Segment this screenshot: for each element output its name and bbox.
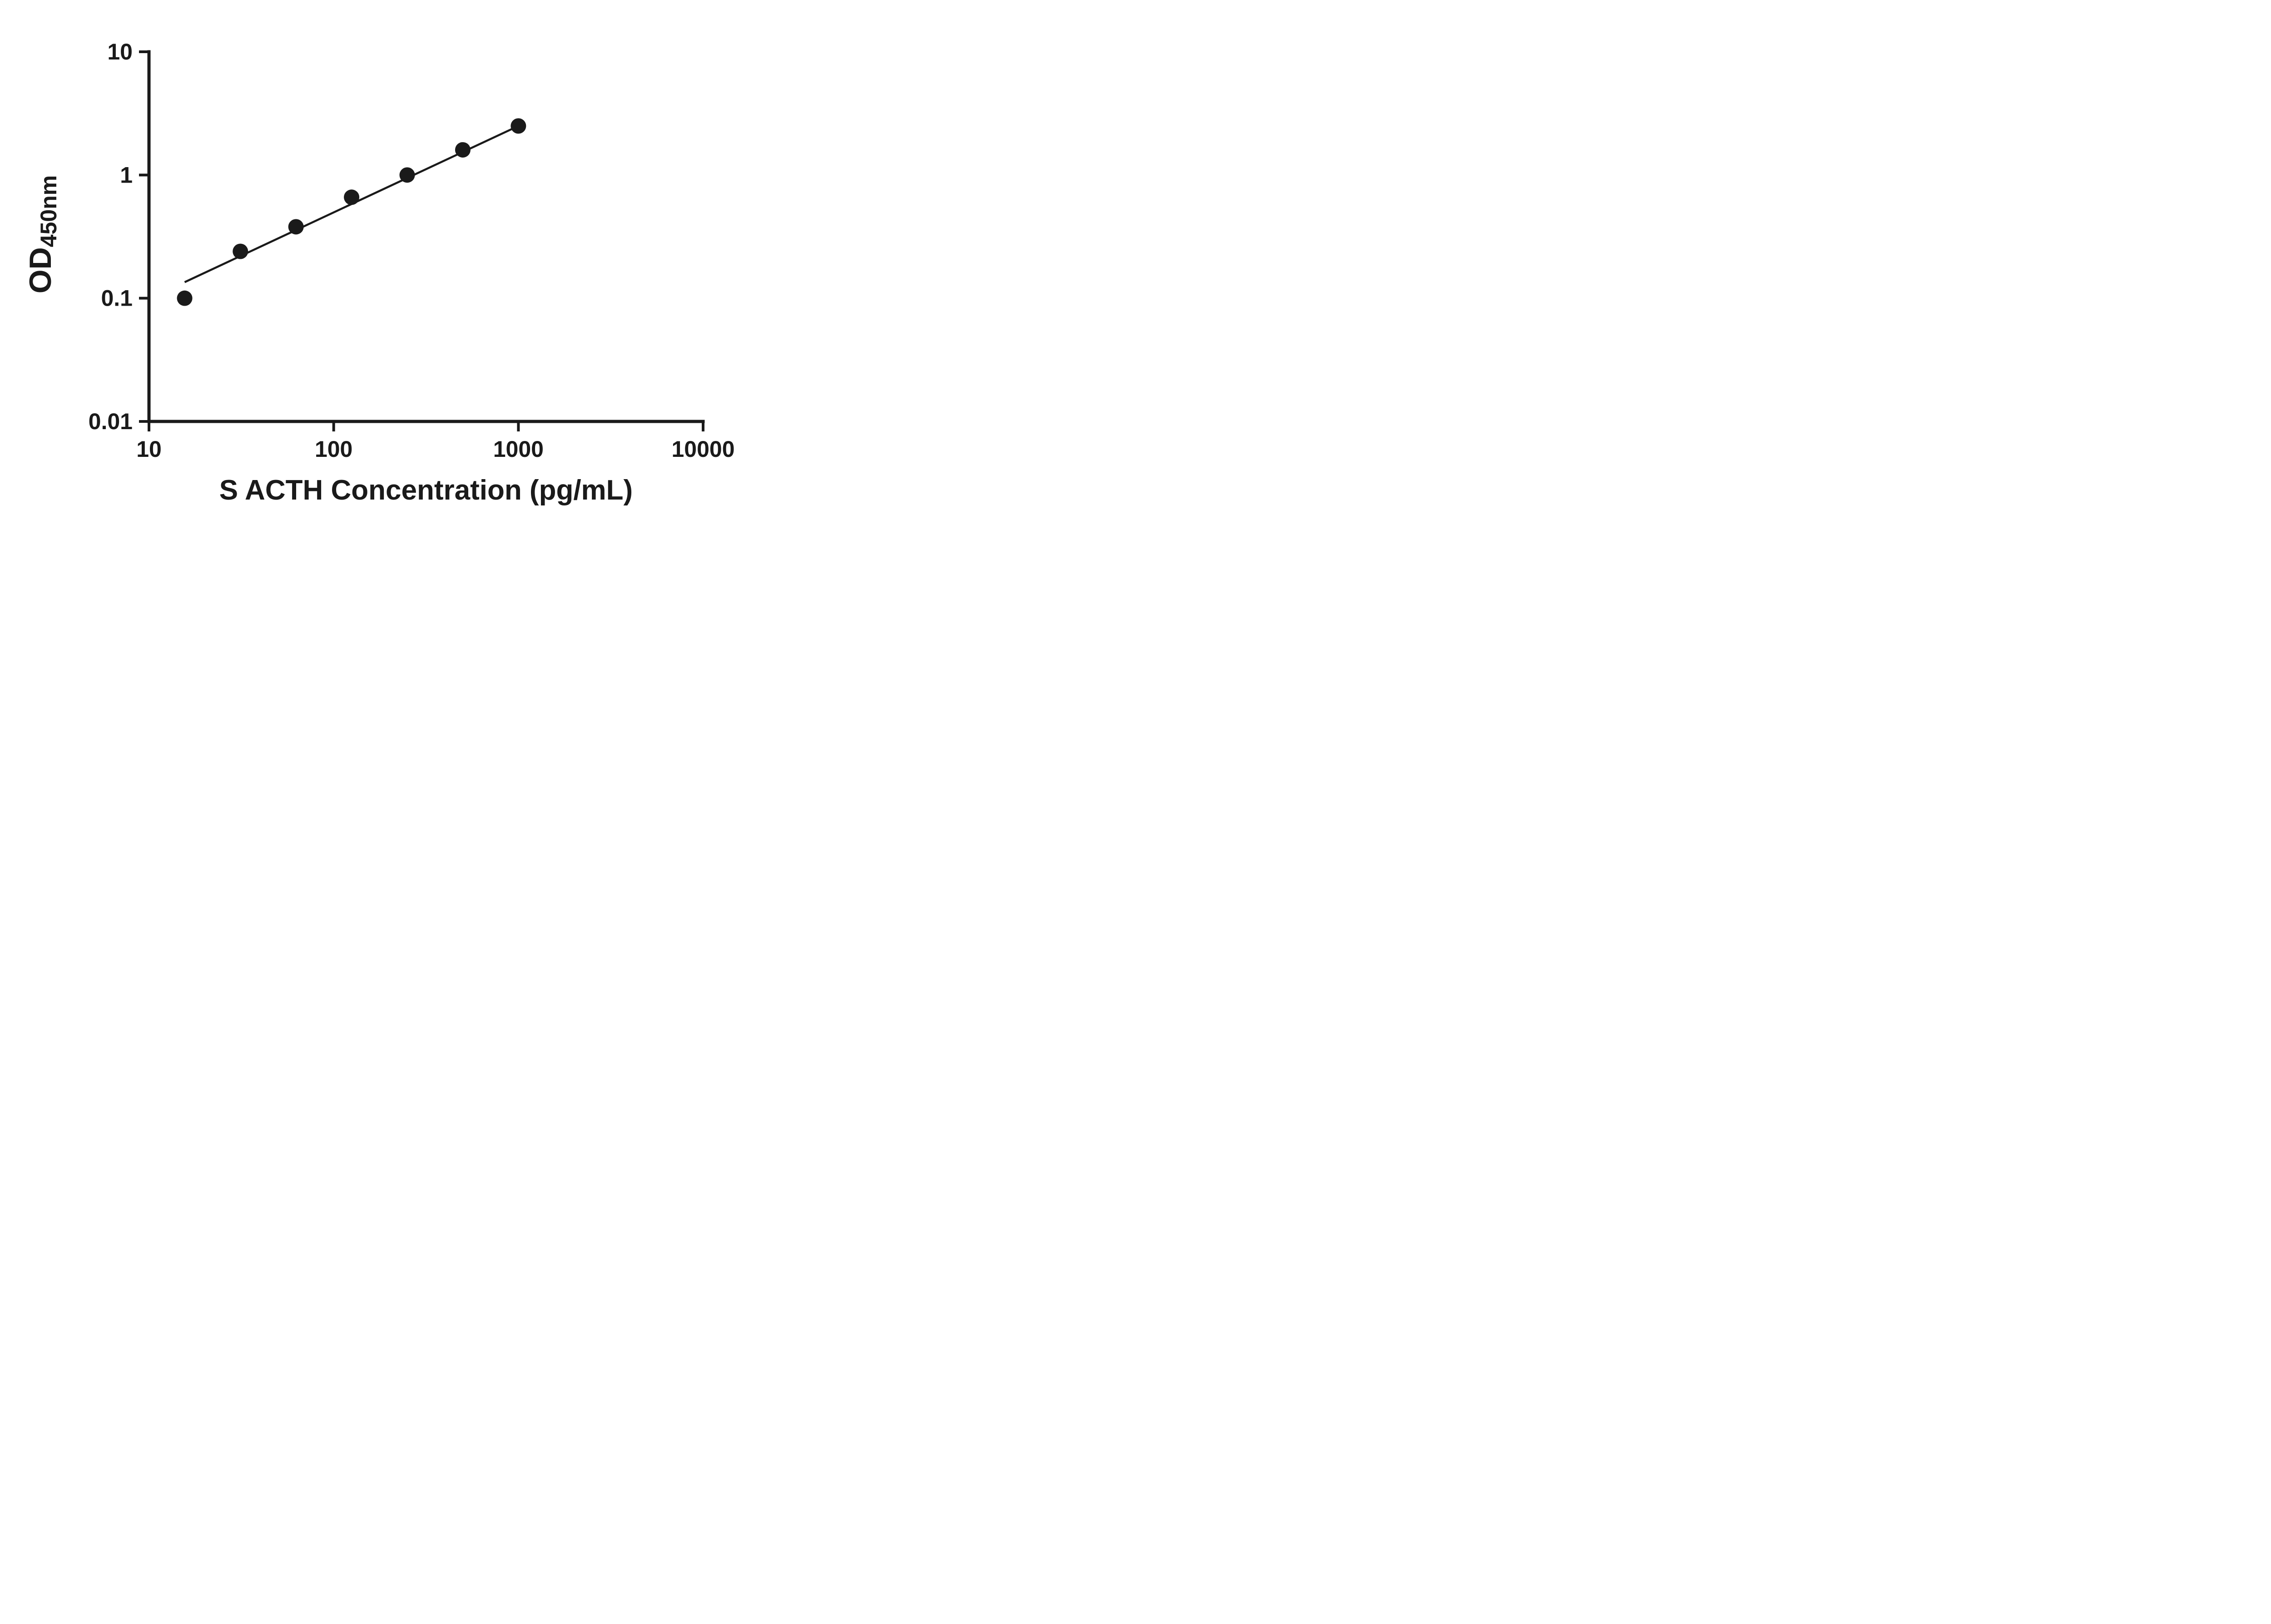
y-tick-label: 10 bbox=[107, 39, 133, 64]
axes bbox=[147, 50, 705, 423]
y-axis-title: OD450nm bbox=[23, 175, 61, 293]
x-axis-title: S ACTH Concentration (pg/mL) bbox=[219, 475, 633, 506]
y-tick-label: 1 bbox=[120, 162, 133, 188]
standard-curve-figure: 10 100 1000 10000 0.01 0.1 1 10 S ACTH Concentra… bbox=[0, 0, 777, 541]
y-tick-label: 0.01 bbox=[89, 409, 133, 434]
data-point bbox=[344, 189, 360, 205]
standard-curve-chart: 10 100 1000 10000 0.01 0.1 1 10 S ACTH Concentra… bbox=[23, 39, 735, 506]
data-point bbox=[455, 142, 471, 158]
data-point bbox=[233, 243, 248, 259]
y-tick-label: 0.1 bbox=[101, 286, 133, 311]
x-tick-label: 10 bbox=[136, 436, 162, 462]
data-point bbox=[399, 167, 415, 183]
data-point bbox=[511, 118, 526, 134]
data-point bbox=[177, 290, 193, 306]
x-tick-label: 1000 bbox=[493, 436, 544, 462]
x-tick-label: 100 bbox=[315, 436, 352, 462]
data-point bbox=[288, 219, 304, 235]
x-tick-label: 10000 bbox=[671, 436, 734, 462]
